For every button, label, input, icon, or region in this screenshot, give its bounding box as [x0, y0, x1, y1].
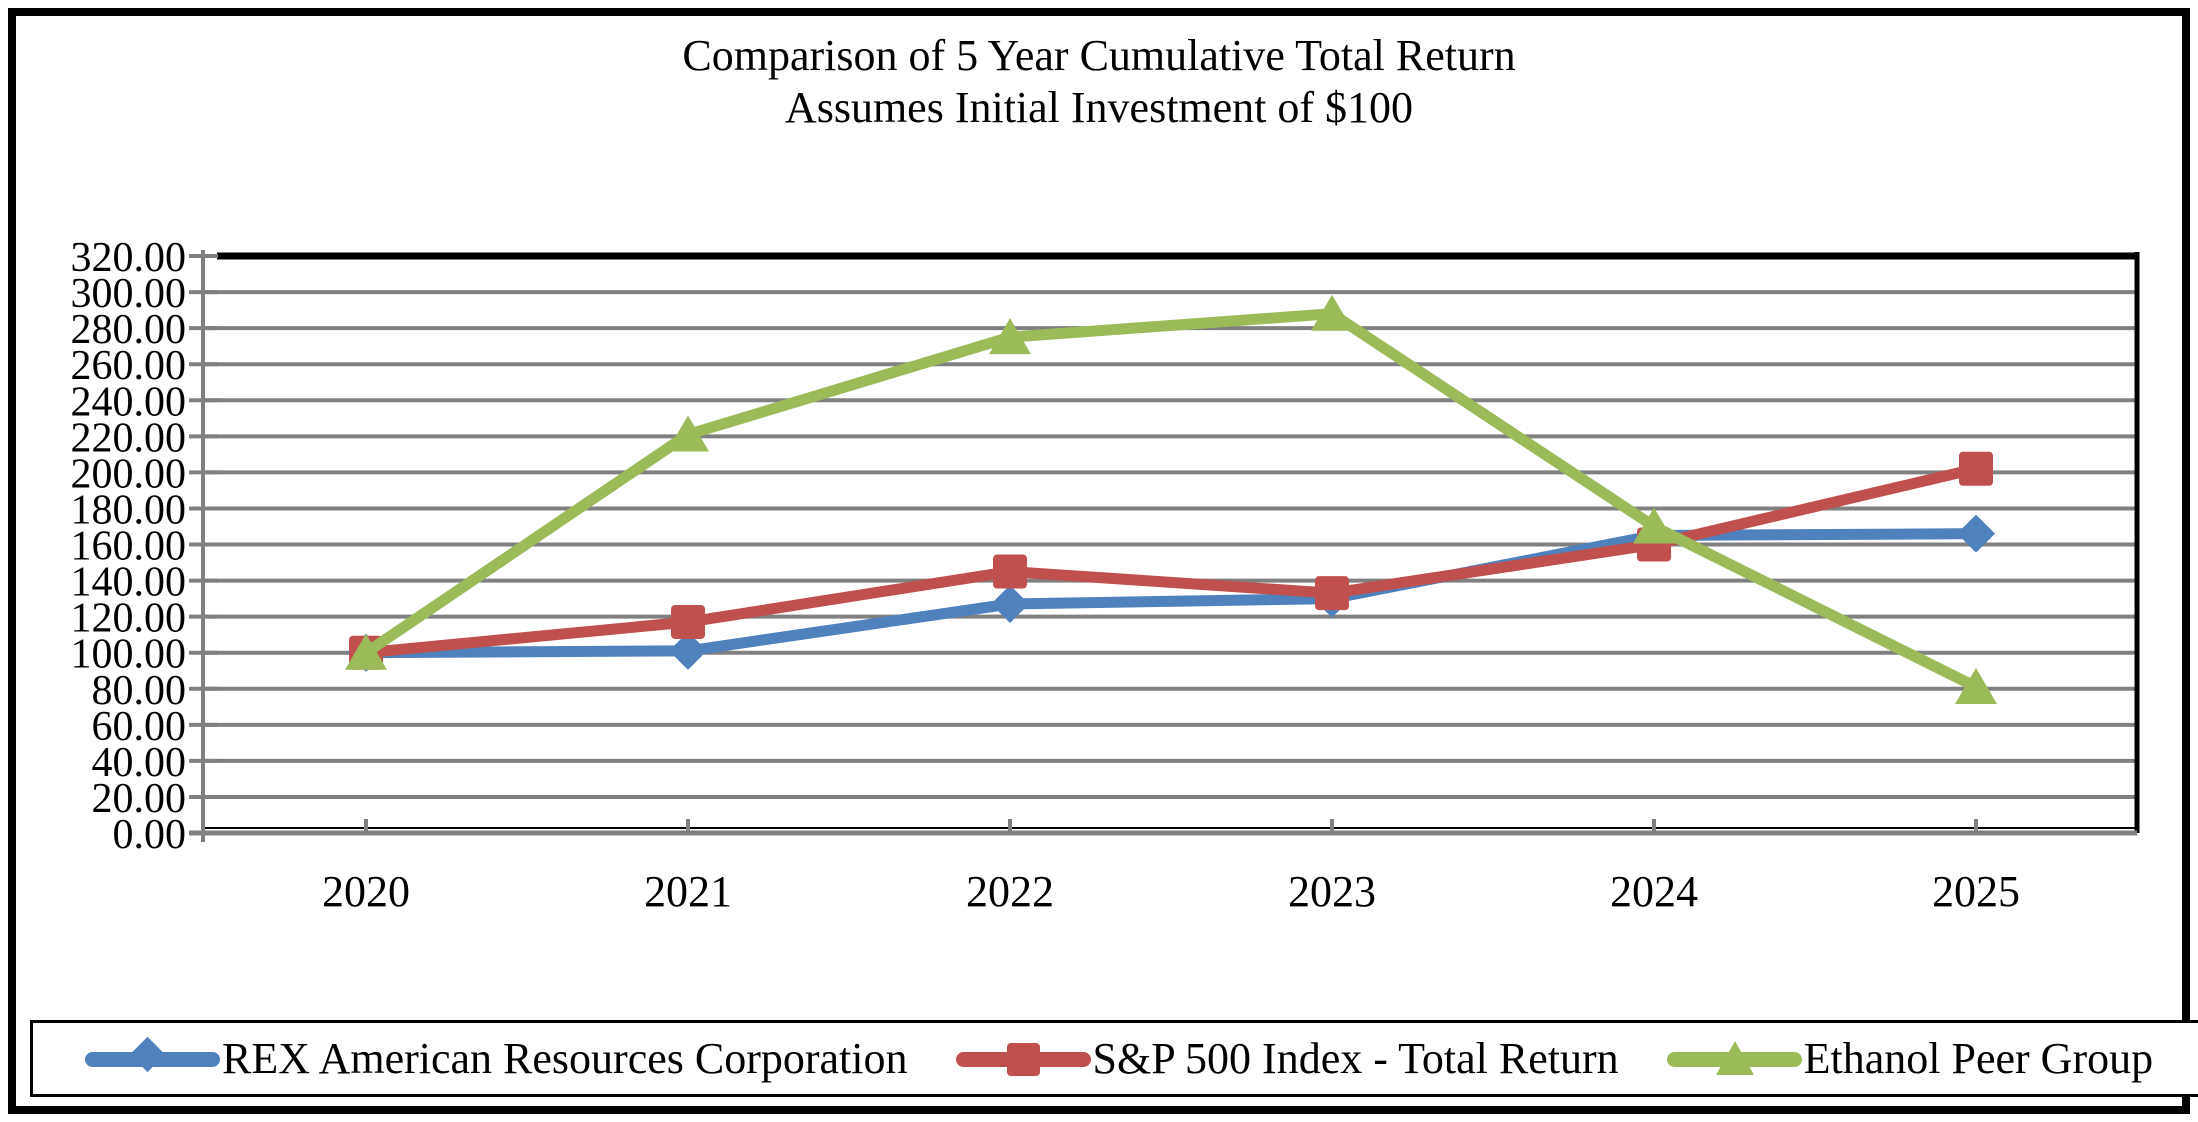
- y-tick-label: 0.00: [113, 812, 187, 858]
- data-point-triangle: [989, 318, 1031, 355]
- y-tick-label: 120.00: [71, 596, 187, 642]
- legend: REX American Resources Corporation S&P 5…: [30, 1020, 2198, 1097]
- legend-label-sp500: S&P 500 Index - Total Return: [1092, 1034, 1619, 1083]
- data-point-square: [1315, 576, 1349, 611]
- data-point-triangle: [1633, 507, 1675, 544]
- legend-item-sp500: S&P 500 Index - Total Return: [955, 1033, 1619, 1084]
- y-tick-label: 260.00: [71, 343, 187, 389]
- y-tick-label: 220.00: [71, 415, 187, 461]
- y-tick-label: 40.00: [92, 740, 187, 786]
- data-point-square: [1959, 451, 1993, 486]
- triangle-marker-icon: [1715, 1040, 1754, 1075]
- legend-marker-sp500: [955, 1039, 1091, 1079]
- chart-title: Comparison of 5 Year Cumulative Total Re…: [0, 30, 2198, 134]
- data-point-square: [671, 605, 705, 640]
- x-tick-label: 2023: [1288, 867, 1376, 916]
- legend-marker-rex: [85, 1036, 220, 1079]
- data-point-triangle: [667, 415, 709, 452]
- y-tick-label: 100.00: [71, 632, 187, 678]
- x-tick-label: 2021: [644, 867, 732, 916]
- square-marker-icon: [1006, 1042, 1040, 1076]
- data-point-diamond: [669, 631, 707, 670]
- legend-marker-ethanol: [1666, 1039, 1802, 1079]
- legend-item-rex: REX American Resources Corporation: [85, 1033, 908, 1084]
- y-tick-label: 240.00: [71, 379, 187, 425]
- data-point-diamond: [1957, 514, 1995, 553]
- data-point-diamond: [991, 585, 1029, 624]
- data-point-square: [993, 554, 1027, 589]
- y-tick-label: 320.00: [71, 235, 187, 281]
- x-tick-label: 2024: [1610, 867, 1698, 916]
- y-tick-label: 280.00: [71, 307, 187, 353]
- y-tick-label: 160.00: [71, 524, 187, 570]
- figure-border: [8, 8, 2190, 1114]
- data-point-triangle: [1311, 294, 1353, 331]
- data-point-triangle: [345, 633, 387, 670]
- y-tick-label: 200.00: [71, 451, 187, 497]
- x-tick-label: 2020: [322, 867, 410, 916]
- chart-title-line2: Assumes Initial Investment of $100: [784, 83, 1414, 132]
- x-tick-label: 2022: [966, 867, 1054, 916]
- data-point-triangle: [1955, 667, 1997, 704]
- y-tick-label: 140.00: [71, 560, 187, 606]
- y-tick-label: 80.00: [92, 668, 187, 714]
- legend-label-ethanol: Ethanol Peer Group: [1803, 1034, 2154, 1083]
- y-tick-label: 180.00: [71, 487, 187, 533]
- x-tick-label: 2025: [1932, 867, 2020, 916]
- series-line-triangle: [360, 308, 1982, 693]
- legend-label-rex: REX American Resources Corporation: [222, 1034, 908, 1083]
- y-tick-label: 20.00: [92, 776, 187, 822]
- y-tick-label: 60.00: [92, 704, 187, 750]
- y-tick-label: 300.00: [71, 271, 187, 317]
- series-line-square: [360, 463, 1982, 659]
- chart-title-line1: Comparison of 5 Year Cumulative Total Re…: [682, 31, 1516, 80]
- legend-item-ethanol: Ethanol Peer Group: [1666, 1033, 2154, 1084]
